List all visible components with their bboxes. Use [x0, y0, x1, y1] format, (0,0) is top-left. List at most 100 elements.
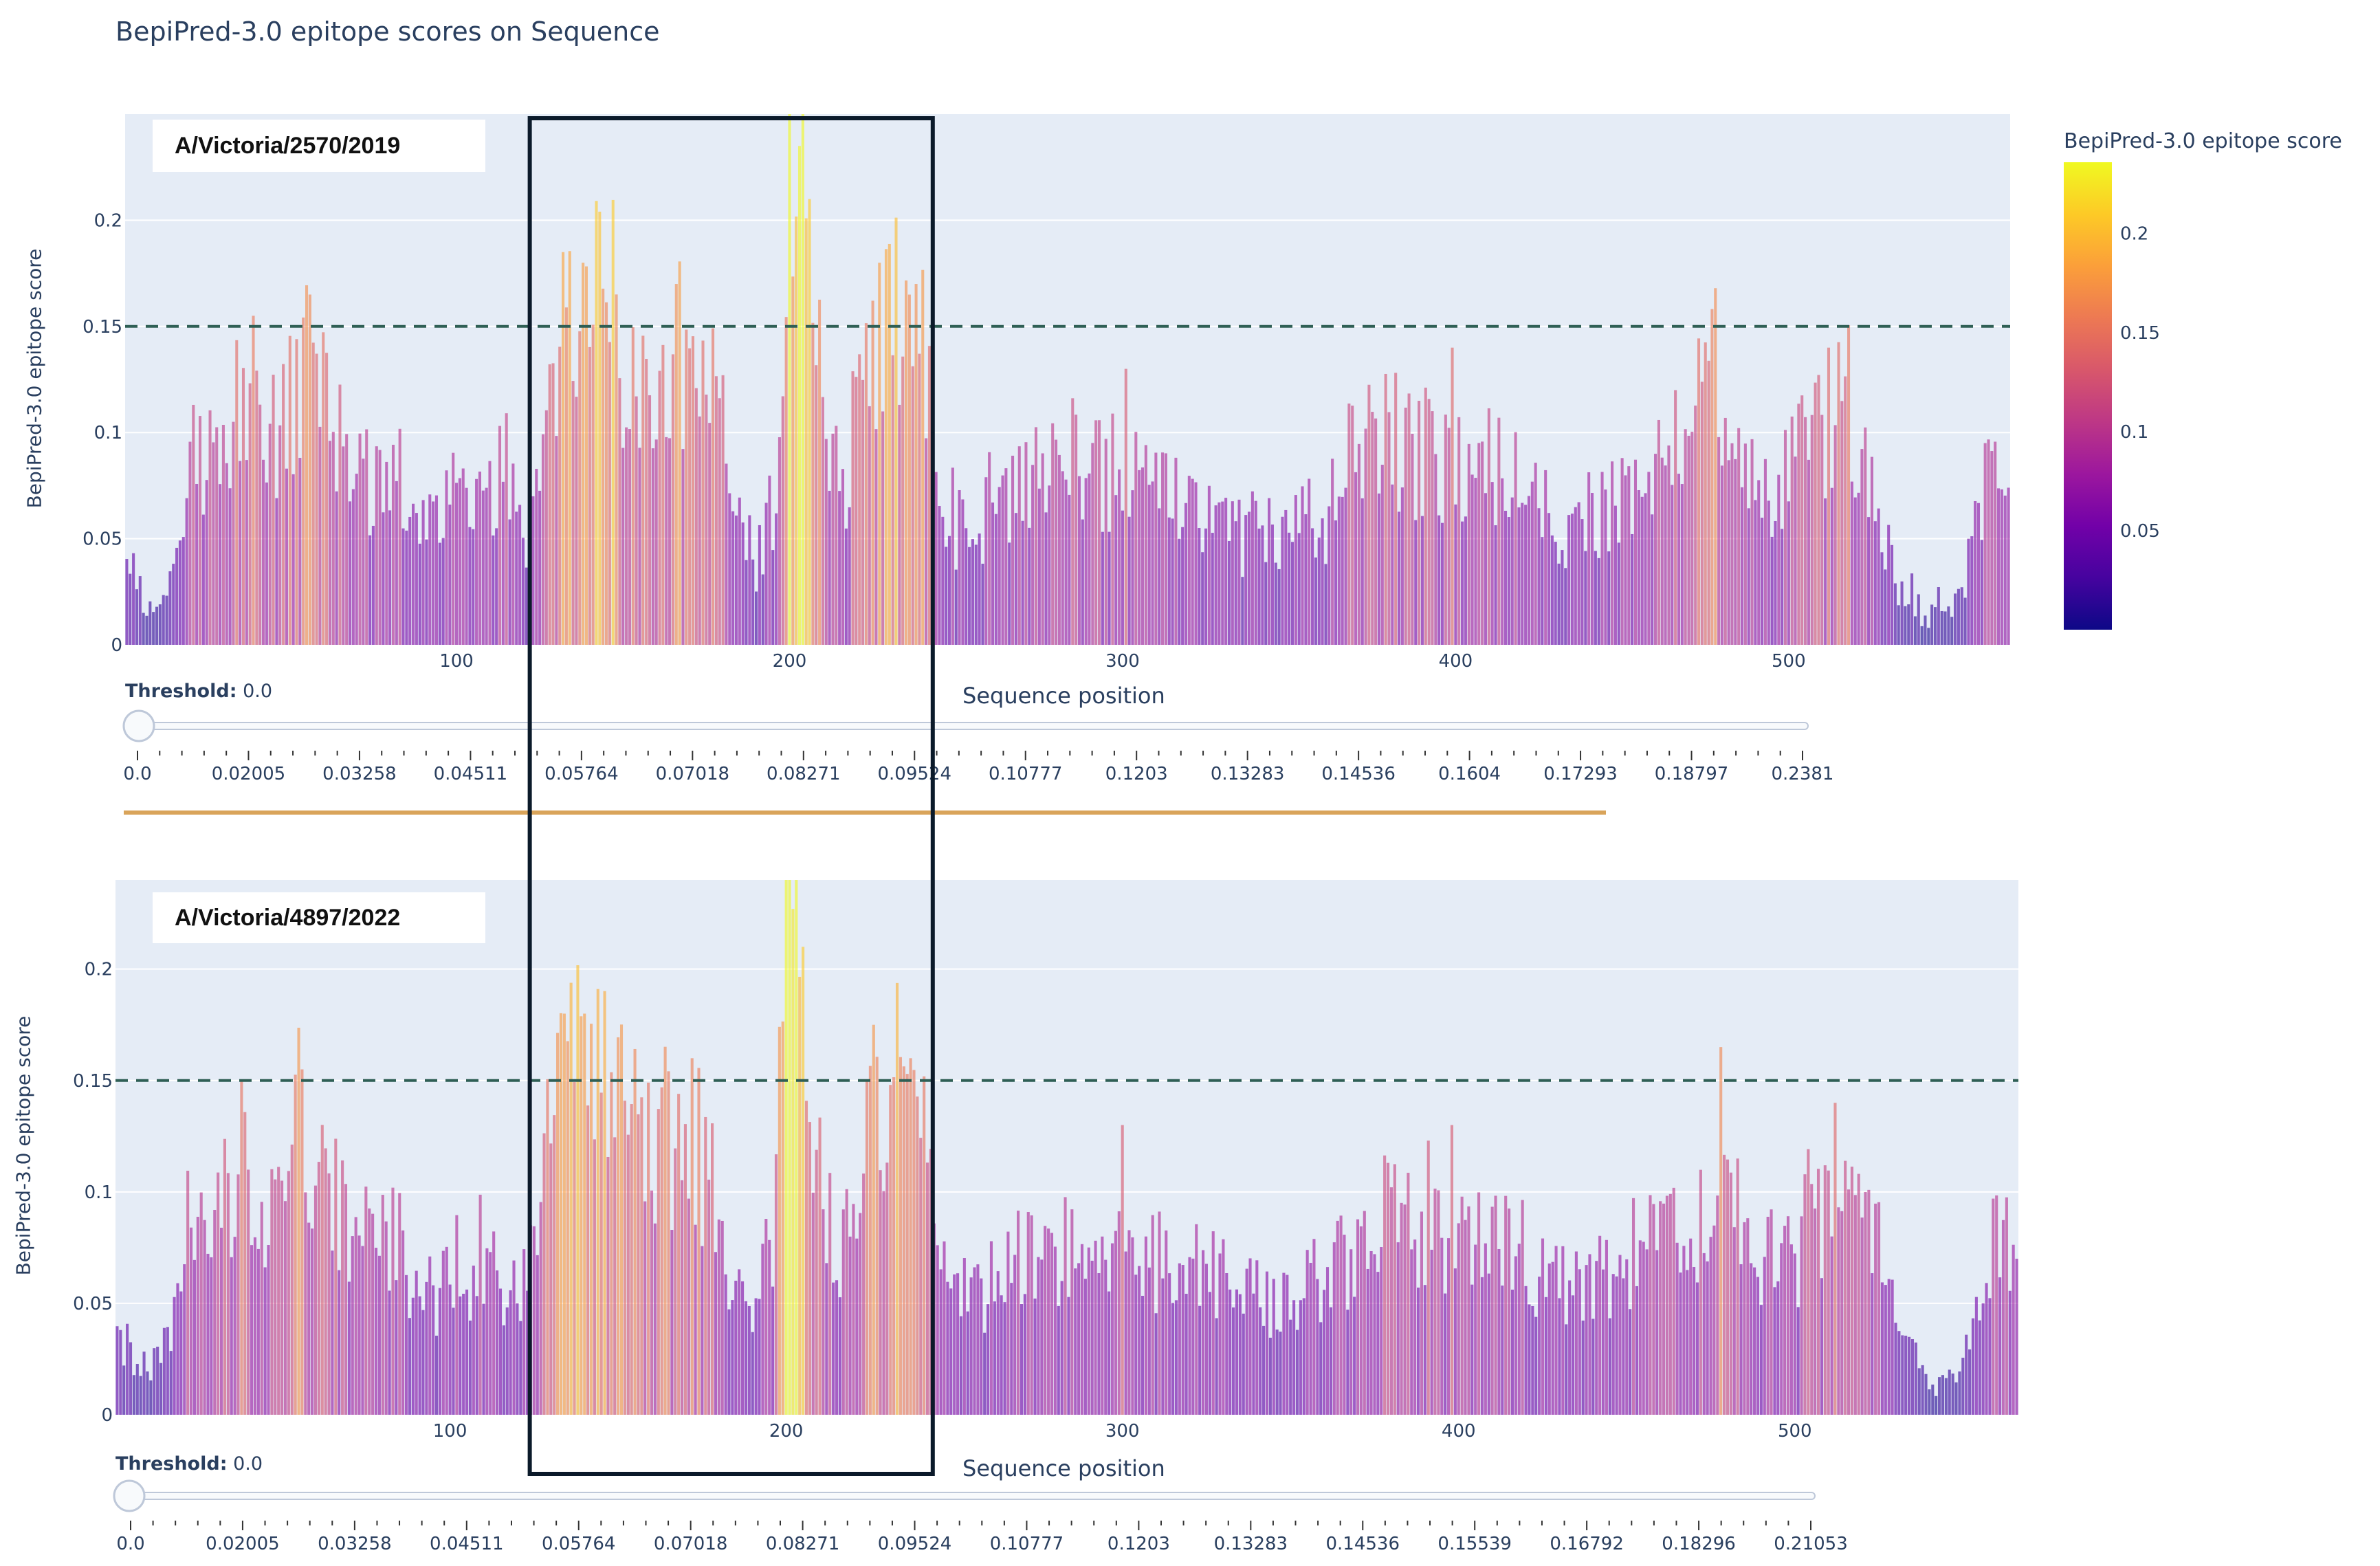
- score-bar: [714, 376, 718, 645]
- score-bar: [347, 1281, 351, 1415]
- slider-rail[interactable]: [115, 1492, 1816, 1500]
- score-bar: [1640, 496, 1644, 645]
- score-bar: [1017, 446, 1021, 645]
- score-bar: [1275, 1330, 1279, 1415]
- score-bar: [404, 1275, 408, 1415]
- score-bar: [1943, 611, 1947, 645]
- score-bar: [591, 324, 595, 645]
- score-bar: [1235, 1289, 1239, 1415]
- score-bar: [1968, 1349, 1972, 1415]
- score-bar: [398, 428, 401, 645]
- score-bar: [162, 1327, 166, 1415]
- y-tick-label: 0: [111, 635, 122, 656]
- score-bar: [405, 530, 408, 645]
- score-bar: [562, 1013, 566, 1415]
- score-bar: [135, 1364, 139, 1415]
- score-bar: [1884, 1285, 1887, 1415]
- score-bar: [455, 483, 459, 645]
- score-bar: [828, 1173, 832, 1415]
- score-bar: [648, 395, 652, 645]
- x-axis-title-bottom: Sequence position: [962, 1455, 1165, 1481]
- score-bar: [1824, 498, 1827, 645]
- score-bar: [795, 880, 798, 1415]
- score-bar: [996, 1271, 1000, 1415]
- score-bar: [905, 280, 908, 645]
- score-bar: [697, 1068, 701, 1415]
- score-bar: [658, 371, 661, 645]
- score-bar: [156, 1346, 159, 1415]
- score-bar: [643, 1201, 647, 1415]
- score-bar: [754, 1298, 758, 1415]
- score-bar: [1987, 439, 1990, 645]
- score-bar: [1484, 1243, 1487, 1415]
- score-bar: [898, 404, 901, 645]
- score-bar: [1501, 478, 1504, 645]
- score-bar: [142, 613, 145, 645]
- score-bar: [212, 442, 215, 645]
- score-bar: [663, 1046, 667, 1415]
- y-tick-label: 0.15: [82, 317, 122, 338]
- slider-handle[interactable]: [113, 1479, 146, 1512]
- score-bar: [727, 1309, 731, 1415]
- score-bar: [1030, 1215, 1033, 1415]
- score-bar: [432, 1285, 435, 1415]
- score-bar: [1704, 342, 1707, 645]
- score-bar: [1743, 1222, 1746, 1415]
- score-bar: [1624, 475, 1627, 645]
- score-bar: [475, 478, 478, 645]
- score-bar: [1312, 1239, 1316, 1415]
- score-bar: [1252, 1293, 1255, 1415]
- strain-label-top: A/Victoria/2570/2019: [153, 120, 485, 172]
- score-bar: [1017, 1211, 1020, 1415]
- score-bar: [1040, 1259, 1044, 1415]
- score-bar: [1437, 1190, 1440, 1415]
- score-bar: [1928, 1389, 1931, 1415]
- score-bar: [203, 1220, 206, 1415]
- score-bar: [562, 252, 565, 646]
- score-bar: [605, 302, 608, 645]
- score-bar: [1403, 1204, 1407, 1415]
- score-bar: [1647, 472, 1651, 645]
- score-bar: [1629, 1309, 1632, 1415]
- score-bar: [891, 355, 894, 645]
- score-bar: [1356, 1219, 1360, 1415]
- score-bar: [1104, 439, 1108, 645]
- score-bar: [274, 1179, 277, 1415]
- slider-rail[interactable]: [124, 722, 1809, 730]
- score-bar: [311, 1228, 314, 1415]
- score-bar: [1757, 480, 1761, 645]
- score-bar: [1689, 1238, 1693, 1415]
- score-bar: [1857, 1173, 1860, 1415]
- score-bar: [1662, 1203, 1666, 1415]
- score-bar: [941, 516, 945, 645]
- score-bar: [1884, 569, 1887, 645]
- score-bar: [1631, 1198, 1635, 1415]
- score-bar: [472, 529, 475, 645]
- slider-step-label: 0.05764: [542, 1534, 616, 1554]
- score-bar: [1712, 1225, 1716, 1415]
- score-bar: [495, 528, 498, 645]
- score-bar: [1147, 1267, 1151, 1415]
- slider-handle[interactable]: [122, 709, 155, 742]
- score-bar: [1508, 1208, 1511, 1415]
- score-bar: [734, 515, 738, 645]
- score-bar: [1194, 482, 1198, 645]
- score-bar: [936, 1245, 939, 1415]
- score-bar: [824, 439, 828, 645]
- score-bar: [934, 472, 938, 645]
- score-bar: [505, 1307, 509, 1415]
- score-bar: [902, 1066, 905, 1415]
- score-bar: [485, 487, 488, 645]
- score-bar: [714, 1252, 717, 1415]
- score-bar: [1810, 1184, 1814, 1415]
- score-bar: [1727, 460, 1730, 645]
- score-bar: [1580, 519, 1584, 645]
- score-bar: [1716, 1195, 1719, 1415]
- score-bar: [351, 1236, 354, 1415]
- score-bar: [889, 1085, 892, 1415]
- slider-step-label: 0.16792: [1550, 1534, 1624, 1554]
- score-bar: [1665, 1195, 1668, 1415]
- score-bar: [502, 1325, 505, 1415]
- score-bar: [1739, 1264, 1743, 1415]
- score-bar: [256, 1248, 260, 1415]
